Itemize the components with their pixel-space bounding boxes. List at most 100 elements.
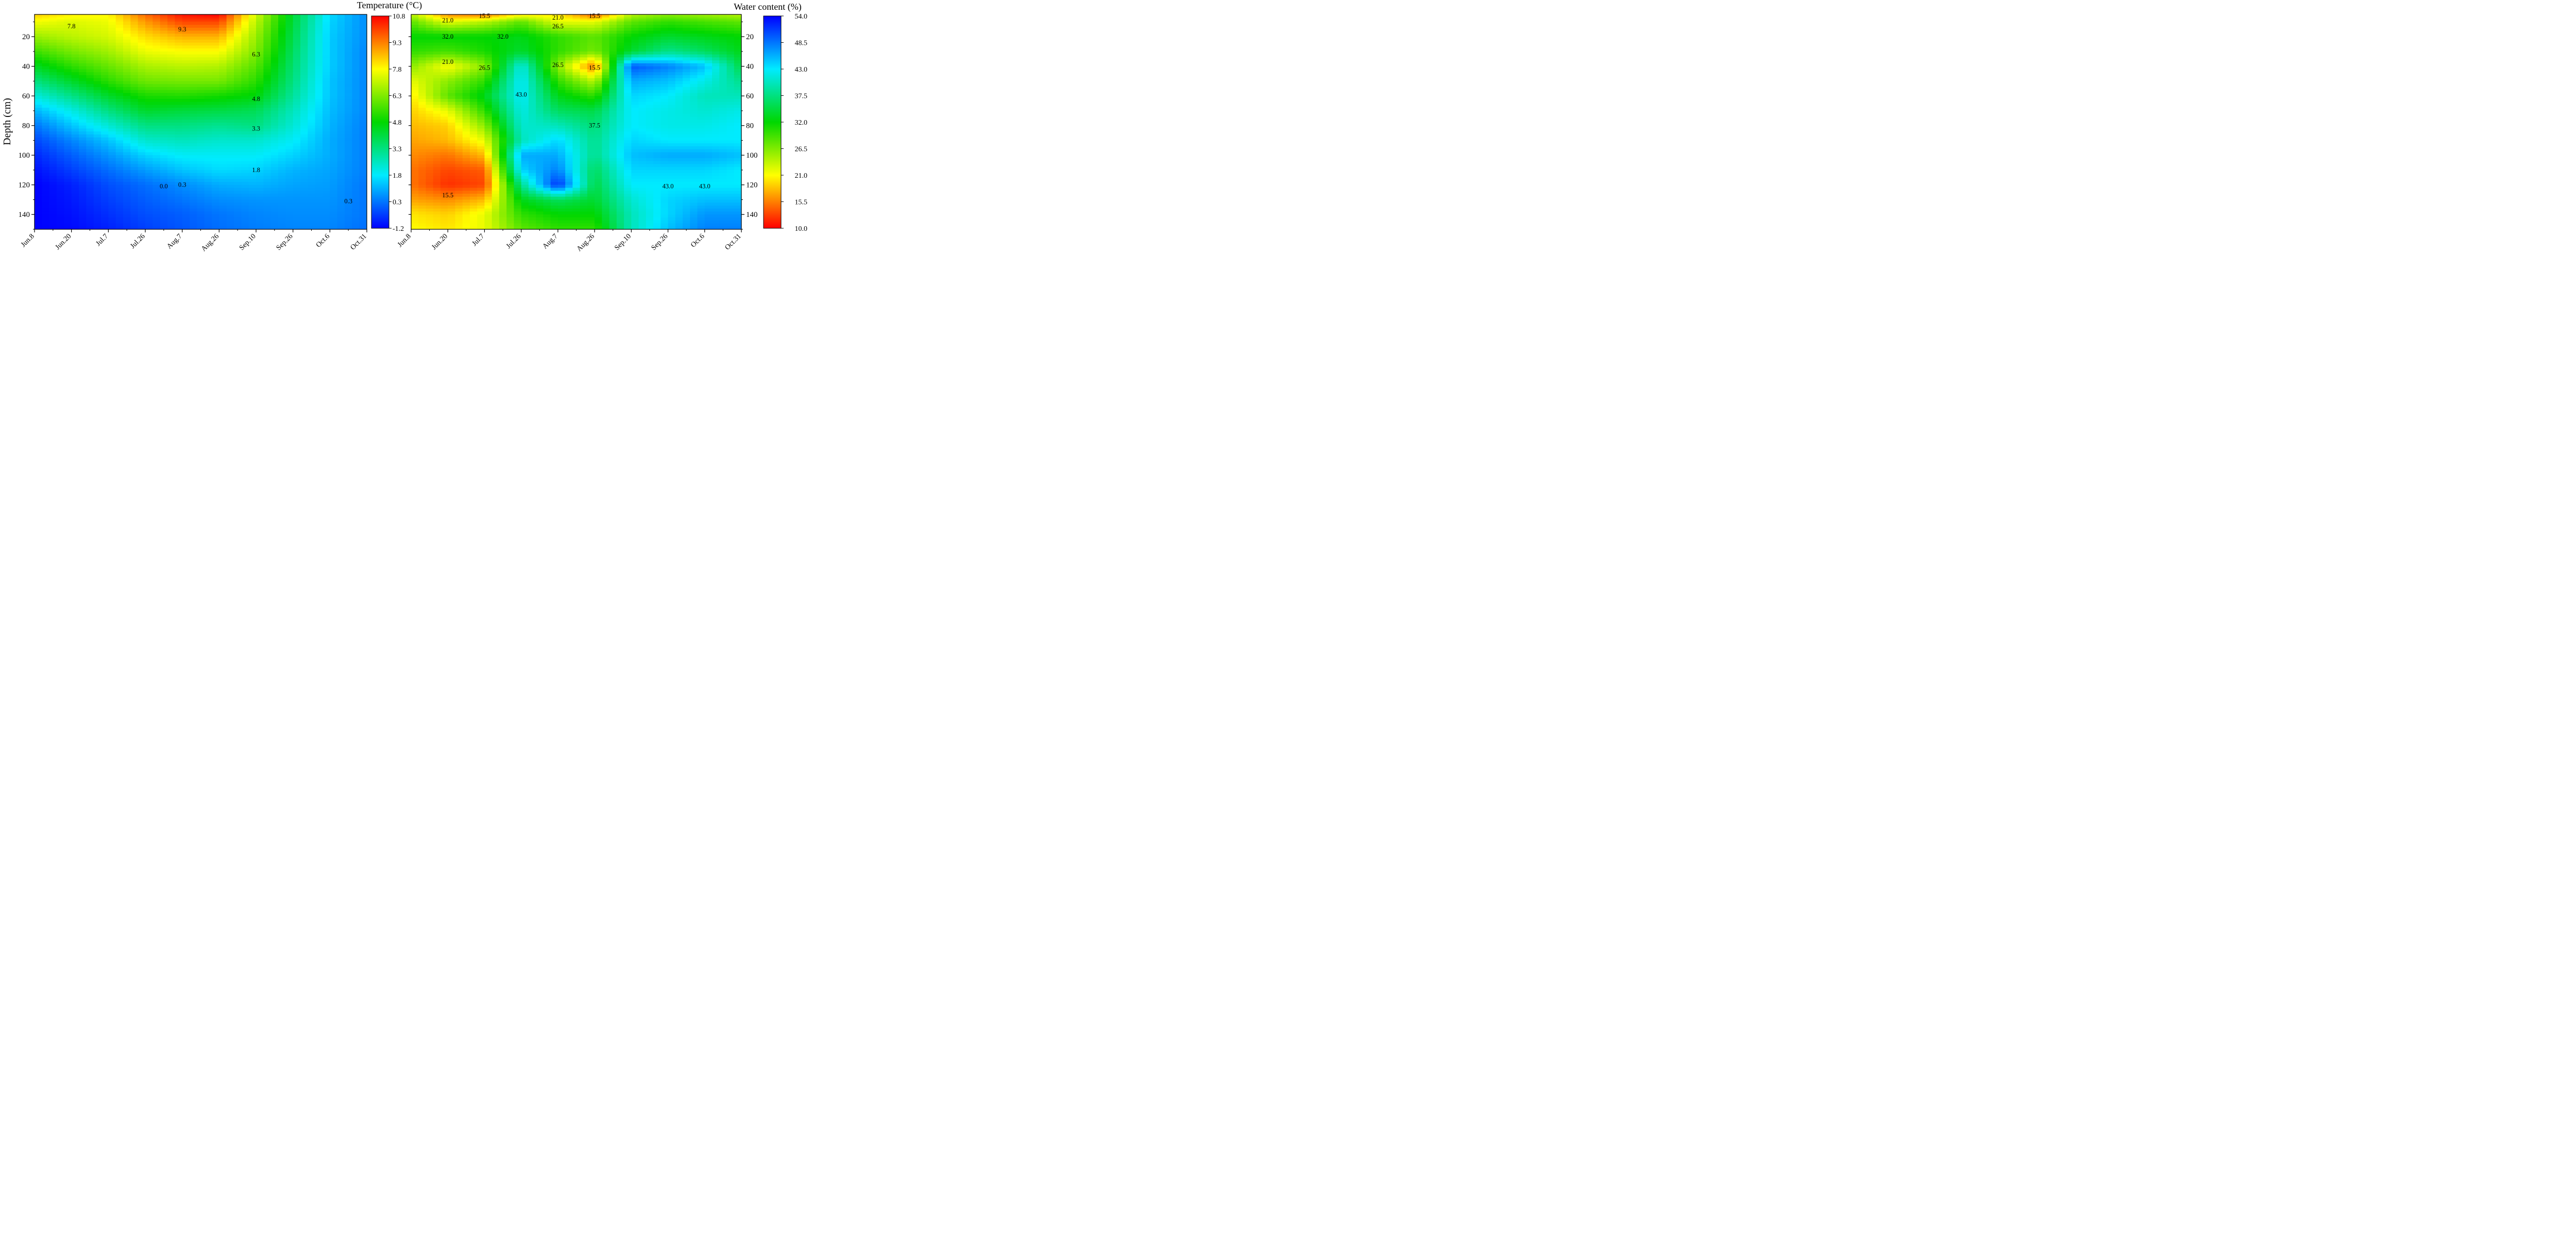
heatmap-cell (587, 15, 595, 18)
heatmap-cell (521, 27, 529, 31)
heatmap-cell (226, 48, 234, 52)
heatmap-cell (130, 15, 139, 18)
heatmap-cell (418, 27, 427, 31)
heatmap-cell (278, 131, 286, 135)
heatmap-cell (323, 143, 330, 147)
heatmap-cell (683, 96, 690, 99)
heatmap-cell (212, 191, 219, 194)
heatmap-cell (315, 137, 323, 141)
heatmap-cell (638, 37, 647, 40)
heatmap-cell (93, 134, 101, 138)
heatmap-cell (668, 20, 676, 22)
heatmap-cell (646, 48, 654, 52)
heatmap-cell (595, 87, 602, 91)
heatmap-cell (565, 108, 573, 111)
heatmap-cell (234, 42, 242, 46)
heatmap-cell (278, 202, 286, 206)
heatmap-cell (49, 113, 57, 117)
heatmap-cell (145, 81, 153, 85)
heatmap-cell (226, 140, 234, 144)
heatmap-cell (345, 120, 352, 123)
heatmap-cell (138, 128, 146, 132)
heatmap-cell (35, 131, 42, 135)
heatmap-cell (609, 48, 617, 52)
heatmap-cell (175, 78, 183, 82)
heatmap-cell (477, 27, 485, 31)
heatmap-cell (86, 226, 94, 229)
heatmap-cell (278, 30, 286, 34)
heatmap-cell (57, 90, 64, 94)
heatmap-cell (234, 110, 242, 114)
heatmap-cell (587, 98, 595, 103)
heatmap-cell (345, 45, 352, 49)
heatmap-cell (79, 122, 87, 126)
heatmap-cell (697, 72, 705, 76)
heatmap-cell (145, 113, 153, 117)
heatmap-cell (499, 27, 507, 31)
heatmap-cell (308, 22, 316, 25)
heatmap-cell (492, 39, 500, 43)
heatmap-cell (108, 42, 116, 46)
heatmap-cell (646, 20, 654, 22)
heatmap-cell (248, 90, 257, 94)
heatmap-cell (167, 191, 175, 194)
heatmap-cell (248, 69, 257, 73)
heatmap-cell (543, 45, 551, 49)
heatmap-cell (653, 51, 661, 55)
heatmap-cell (278, 196, 286, 200)
heatmap-cell (204, 81, 212, 85)
heatmap-cell (190, 39, 197, 43)
heatmap-cell (697, 39, 705, 43)
heatmap-cell (352, 42, 360, 46)
heatmap-cell (337, 170, 345, 174)
heatmap-cell (514, 37, 522, 40)
heatmap-cell (226, 113, 234, 117)
heatmap-cell (675, 57, 683, 61)
heatmap-cell (337, 75, 345, 79)
heatmap-cell (580, 105, 588, 108)
heatmap-cell (226, 75, 234, 79)
heatmap-cell (108, 199, 116, 203)
heatmap-cell (455, 20, 463, 22)
heatmap-cell (86, 60, 94, 64)
heatmap-cell (190, 45, 197, 49)
heatmap-cell (204, 217, 212, 221)
heatmap-cell (308, 131, 316, 135)
heatmap-cell (123, 128, 131, 132)
heatmap-cell (175, 90, 183, 94)
heatmap-cell (204, 170, 212, 174)
heatmap-cell (93, 176, 101, 179)
heatmap-cell (212, 211, 219, 215)
heatmap-cell (160, 60, 168, 64)
heatmap-cell (190, 146, 197, 150)
heatmap-cell (734, 69, 741, 73)
heatmap-cell (440, 96, 448, 99)
heatmap-cell (175, 184, 183, 189)
heatmap-cell (256, 90, 264, 94)
heatmap-cell (734, 45, 741, 49)
heatmap-cell (345, 131, 352, 135)
heatmap-cell (86, 116, 94, 120)
heatmap-cell (64, 69, 72, 73)
heatmap-cell (499, 72, 507, 76)
heatmap-cell (212, 105, 219, 108)
heatmap-cell (145, 140, 153, 144)
heatmap-cell (293, 146, 301, 150)
heatmap-cell (631, 84, 639, 88)
heatmap-cell (212, 90, 219, 94)
heatmap-cell (660, 108, 669, 111)
heatmap-cell (359, 105, 367, 108)
heatmap-cell (572, 25, 581, 28)
heatmap-cell (734, 33, 741, 37)
heatmap-cell (521, 81, 529, 85)
heatmap-cell (323, 14, 330, 16)
heatmap-cell (212, 14, 219, 16)
heatmap-cell (190, 60, 197, 64)
heatmap-cell (93, 188, 101, 191)
heatmap-cell (308, 72, 316, 76)
heatmap-cell (704, 90, 713, 94)
heatmap-cell (492, 17, 500, 20)
heatmap-cell (241, 223, 249, 227)
heatmap-cell (587, 25, 595, 28)
heatmap-cell (624, 30, 632, 34)
